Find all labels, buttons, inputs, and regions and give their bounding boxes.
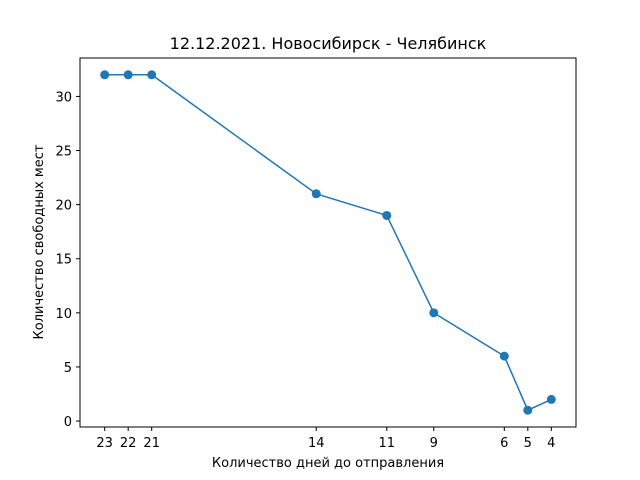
x-tick-label: 9 — [430, 436, 438, 451]
x-tick-label: 6 — [500, 436, 508, 451]
data-point — [546, 394, 556, 404]
y-tick-label: 10 — [55, 307, 72, 322]
data-point — [523, 405, 533, 415]
data-point — [100, 70, 110, 80]
chart-title: 12.12.2021. Новосибирск - Челябинск — [170, 34, 487, 53]
plot-frame — [79, 57, 577, 428]
series-layer — [100, 70, 556, 415]
y-tick-label: 25 — [55, 145, 72, 160]
x-tick-label: 14 — [308, 436, 325, 451]
data-point — [429, 308, 439, 318]
x-tick-label: 23 — [96, 436, 113, 451]
x-tick-label: 21 — [143, 436, 160, 451]
y-tick-label: 20 — [55, 199, 72, 214]
y-tick-label: 15 — [55, 253, 72, 268]
x-tick-label: 22 — [120, 436, 137, 451]
y-tick-label: 5 — [64, 361, 72, 376]
x-axis-label: Количество дней до отправления — [212, 456, 444, 471]
data-point — [123, 70, 133, 80]
y-tick-label: 0 — [64, 415, 72, 430]
data-point — [499, 351, 509, 361]
data-point — [147, 70, 157, 80]
data-point — [311, 189, 321, 199]
x-tick-label: 11 — [378, 436, 395, 451]
data-point — [382, 210, 392, 220]
y-tick-label: 30 — [55, 90, 72, 105]
y-axis-label: Количество свободных мест — [32, 144, 47, 339]
x-tick-label: 4 — [547, 436, 555, 451]
x-tick-label: 5 — [524, 436, 532, 451]
